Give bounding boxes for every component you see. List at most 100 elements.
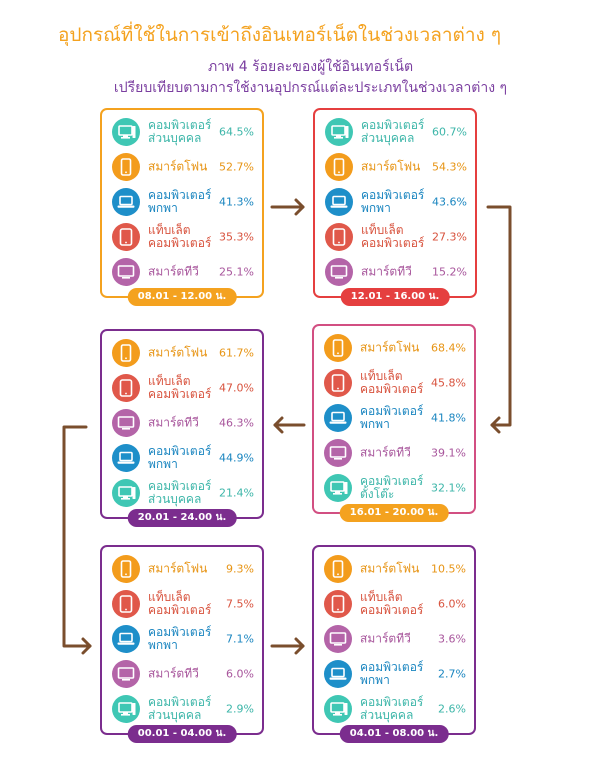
laptop-icon xyxy=(112,444,140,472)
desktop-icon xyxy=(325,118,353,146)
device-label: สมาร์ตโฟน xyxy=(360,340,420,355)
device-row: สมาร์ตทีวี 3.6% xyxy=(324,623,466,655)
device-label: คอมพิวเตอร์ พกพา xyxy=(361,188,425,215)
time-range-badge: 12.01 - 16.00 น. xyxy=(340,288,450,306)
device-row: คอมพิวเตอร์ พกพา 44.9% xyxy=(112,442,254,474)
time-range-badge: 04.01 - 08.00 น. xyxy=(339,725,449,743)
desktop-icon xyxy=(112,118,140,146)
percent-value: 10.5% xyxy=(431,562,466,576)
percent-value: 9.3% xyxy=(226,562,254,576)
device-row: คอมพิวเตอร์ พกพา 41.3% xyxy=(112,186,254,218)
device-label: สมาร์ตโฟน xyxy=(148,159,208,174)
smartphone-icon xyxy=(325,153,353,181)
device-label: คอมพิวเตอร์ ส่วนบุคคล xyxy=(148,695,212,722)
percent-value: 6.0% xyxy=(438,597,466,611)
device-label: สมาร์ตทีวี xyxy=(360,445,411,460)
time-panel: คอมพิวเตอร์ ส่วนบุคคล 60.7% สมาร์ตโฟน 54.3% ค… xyxy=(313,108,477,306)
device-row: แท็บเล็ต คอมพิวเตอร์ 45.8% xyxy=(324,367,466,399)
device-label: สมาร์ตทีวี xyxy=(361,264,412,279)
percent-value: 25.1% xyxy=(219,265,254,279)
device-row: สมาร์ตทีวี 39.1% xyxy=(324,437,466,469)
percent-value: 45.8% xyxy=(431,376,466,390)
device-row: แท็บเล็ต คอมพิวเตอร์ 27.3% xyxy=(325,221,467,253)
time-range-badge: 16.01 - 20.00 น. xyxy=(339,504,449,522)
percent-value: 7.1% xyxy=(226,632,254,646)
percent-value: 3.6% xyxy=(438,632,466,646)
percent-value: 44.9% xyxy=(219,451,254,465)
device-label: สมาร์ตทีวี xyxy=(148,415,199,430)
arrow-line-down-right xyxy=(486,205,512,427)
percent-value: 2.6% xyxy=(438,702,466,716)
device-label: สมาร์ตทีวี xyxy=(148,666,199,681)
tv-icon xyxy=(324,625,352,653)
arrow-head-left xyxy=(490,416,501,434)
tablet-icon xyxy=(112,223,140,251)
time-range-badge: 00.01 - 04.00 น. xyxy=(127,725,237,743)
smartphone-icon xyxy=(112,339,140,367)
device-row: สมาร์ตทีวี 15.2% xyxy=(325,256,467,288)
percent-value: 27.3% xyxy=(432,230,467,244)
page-title: อุปกรณ์ที่ใช้ในการเข้าถึงอินเทอร์เน็ตในช… xyxy=(58,24,502,46)
time-panel: สมาร์ตโฟน 10.5% แท็บเล็ต คอมพิวเตอร์ 6.0% สมา… xyxy=(312,545,476,743)
device-row: แท็บเล็ต คอมพิวเตอร์ 6.0% xyxy=(324,588,466,620)
arrow-head-left-2 xyxy=(273,416,284,434)
chart-subtitle-line1: ภาพ 4 ร้อยละของผู้ใช้อินเทอร์เน็ต xyxy=(207,59,414,75)
device-row: คอมพิวเตอร์ ส่วนบุคคล 21.4% xyxy=(112,477,254,509)
device-label: สมาร์ตทีวี xyxy=(360,631,411,646)
device-label: คอมพิวเตอร์ ส่วนบุคคล xyxy=(148,118,212,145)
device-label: คอมพิวเตอร์ พกพา xyxy=(148,444,212,471)
device-row: แท็บเล็ต คอมพิวเตอร์ 35.3% xyxy=(112,221,254,253)
tv-icon xyxy=(112,409,140,437)
chart-subtitle-line2: เปรียบเทียบตามการใช้งานอุปกรณ์แต่ละประเภ… xyxy=(113,80,508,96)
percent-value: 46.3% xyxy=(219,416,254,430)
tablet-icon xyxy=(324,369,352,397)
percent-value: 61.7% xyxy=(219,346,254,360)
smartphone-icon xyxy=(112,555,140,583)
device-row: สมาร์ตโฟน 54.3% xyxy=(325,151,467,183)
laptop-icon xyxy=(112,625,140,653)
arrow-head-right-3 xyxy=(294,637,305,655)
percent-value: 2.9% xyxy=(226,702,254,716)
percent-value: 7.5% xyxy=(226,597,254,611)
percent-value: 15.2% xyxy=(432,265,467,279)
device-row: คอมพิวเตอร์ ส่วนบุคคล 64.5% xyxy=(112,116,254,148)
device-label: สมาร์ตโฟน xyxy=(148,561,208,576)
device-label: คอมพิวเตอร์ ส่วนบุคคล xyxy=(361,118,425,145)
percent-value: 21.4% xyxy=(219,486,254,500)
device-row: สมาร์ตโฟน 52.7% xyxy=(112,151,254,183)
arrow-head-right xyxy=(294,198,305,216)
tablet-icon xyxy=(324,590,352,618)
desktop-icon xyxy=(112,479,140,507)
tablet-icon xyxy=(112,374,140,402)
percent-value: 60.7% xyxy=(432,125,467,139)
laptop-icon xyxy=(325,188,353,216)
desktop-icon xyxy=(324,695,352,723)
device-label: คอมพิวเตอร์ พกพา xyxy=(148,188,212,215)
device-label: คอมพิวเตอร์ ตั้งโต๊ะ xyxy=(360,474,424,501)
device-label: คอมพิวเตอร์ ส่วนบุคคล xyxy=(360,695,424,722)
laptop-icon xyxy=(324,404,352,432)
smartphone-icon xyxy=(324,555,352,583)
tablet-icon xyxy=(112,590,140,618)
device-row: คอมพิวเตอร์ ส่วนบุคคล 2.6% xyxy=(324,693,466,725)
device-row: คอมพิวเตอร์ พกพา 43.6% xyxy=(325,186,467,218)
desktop-icon xyxy=(324,474,352,502)
percent-value: 43.6% xyxy=(432,195,467,209)
desktop-icon xyxy=(112,695,140,723)
device-label: แท็บเล็ต คอมพิวเตอร์ xyxy=(148,223,212,250)
device-label: คอมพิวเตอร์ พกพา xyxy=(360,660,424,687)
device-row: สมาร์ตโฟน 10.5% xyxy=(324,553,466,585)
smartphone-icon xyxy=(324,334,352,362)
device-label: แท็บเล็ต คอมพิวเตอร์ xyxy=(360,369,424,396)
device-label: สมาร์ตทีวี xyxy=(148,264,199,279)
device-label: คอมพิวเตอร์ ส่วนบุคคล xyxy=(148,479,212,506)
percent-value: 35.3% xyxy=(219,230,254,244)
percent-value: 52.7% xyxy=(219,160,254,174)
device-label: สมาร์ตโฟน xyxy=(148,345,208,360)
percent-value: 54.3% xyxy=(432,160,467,174)
device-label: สมาร์ตโฟน xyxy=(360,561,420,576)
percent-value: 2.7% xyxy=(438,667,466,681)
device-row: สมาร์ตทีวี 46.3% xyxy=(112,407,254,439)
percent-value: 68.4% xyxy=(431,341,466,355)
